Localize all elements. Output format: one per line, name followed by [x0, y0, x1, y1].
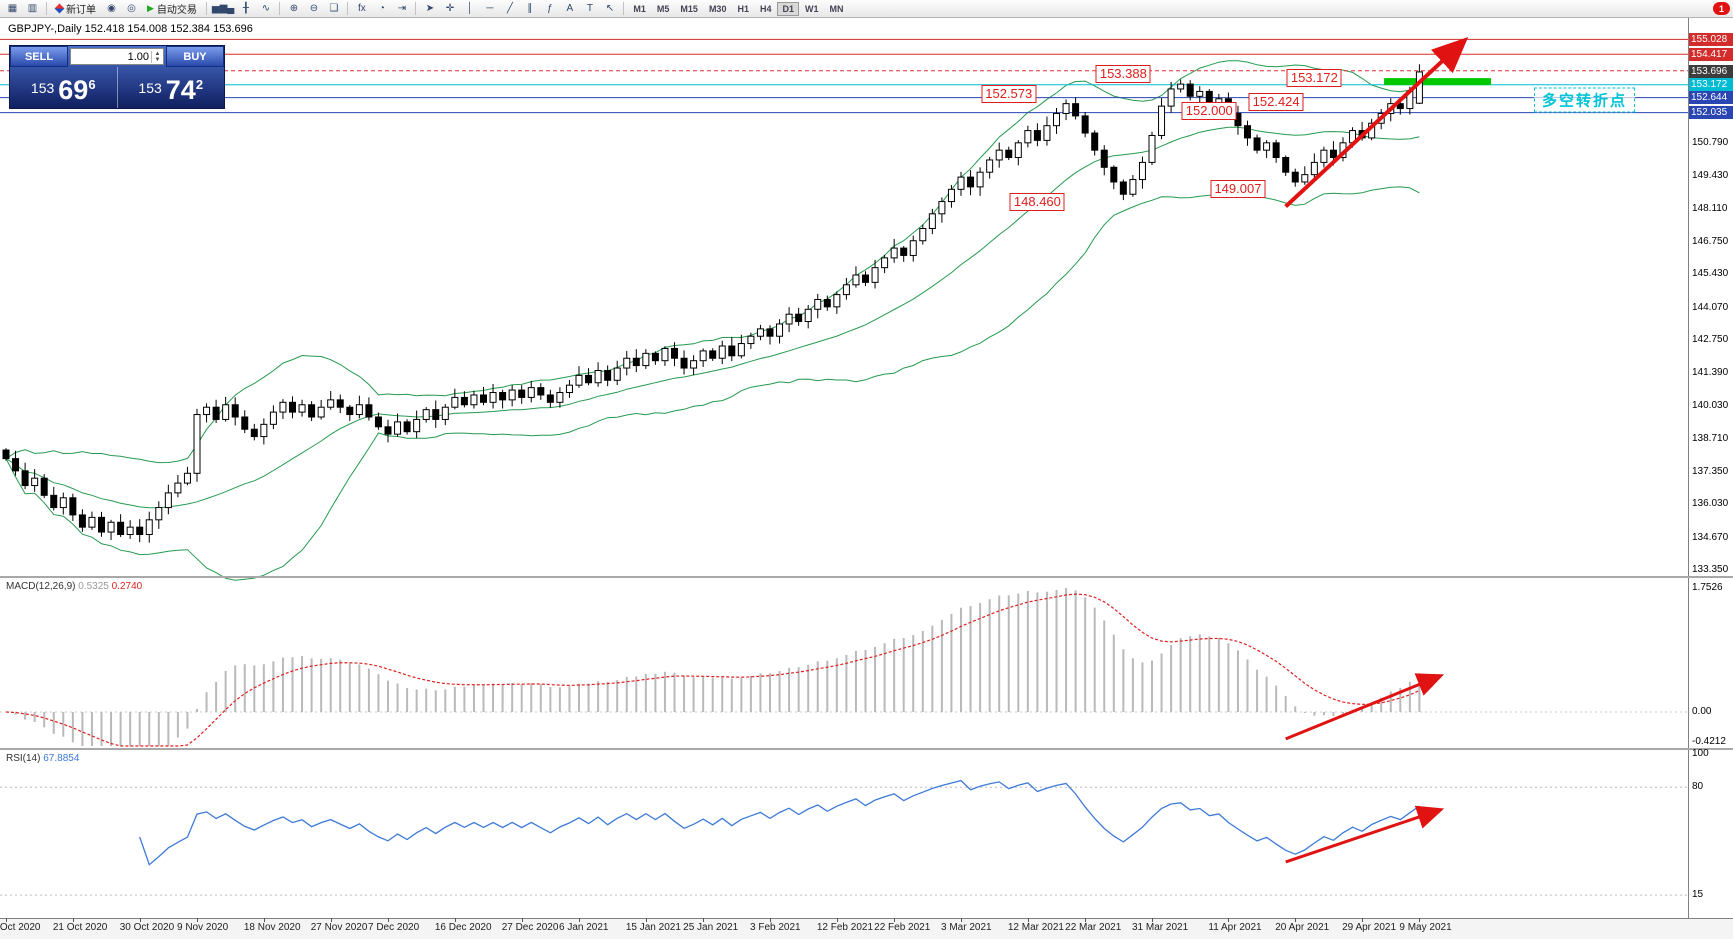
chart-title: GBPJPY-,Daily 152.418 154.008 152.384 15… [8, 23, 253, 35]
volume-value[interactable]: 1.00 [127, 50, 149, 63]
spin-up-icon[interactable]: ▲ [154, 50, 161, 57]
line-chart-icon[interactable]: ∿ [261, 3, 271, 14]
buy-price-pips: 742 [165, 75, 204, 105]
sell-price-pips: 696 [58, 75, 96, 105]
timeframe-d1[interactable]: D1 [777, 1, 799, 16]
vertical-line-icon[interactable]: │ [466, 3, 474, 14]
label-icon[interactable]: T [586, 3, 593, 14]
tile-windows-icon[interactable]: ❏ [329, 3, 339, 14]
crosshair-icon[interactable]: ✛ [445, 3, 455, 14]
new-order-button[interactable]: 新订单 [51, 1, 101, 16]
bar-chart-icon[interactable]: ▅▆▄ [211, 3, 235, 14]
alerts-icon[interactable]: ◉ [107, 3, 116, 14]
sell-button[interactable]: SELL [10, 46, 68, 67]
periods-icon[interactable]: ◔ [378, 3, 385, 14]
new-order-icon [54, 3, 65, 14]
cursor-icon[interactable]: ➤ [425, 3, 435, 14]
buy-button[interactable]: BUY [166, 46, 224, 67]
time-scale[interactable] [0, 918, 1733, 939]
candlestick-chart-icon[interactable]: ╂ [242, 3, 249, 14]
timeframe-m30[interactable]: M30 [708, 3, 727, 14]
channel-icon[interactable]: ∥ [527, 3, 533, 14]
one-click-trading-panel: SELL 1.00 ▲ ▼ BUY 153 696 153 742 [9, 45, 225, 109]
buy-price-prefix: 153 [138, 79, 162, 96]
toolbar: ▦ ▥ 新订单 ◉ ◎ ▶ 自动交易 ▅▆▄ ╂ ∿ ⊕ ⊖ ❏ fx ◔ ⇥ ➤ ✛ │ ─ ╱ ∥ ƒ A T ↖ M1 M5 M1… [0, 0, 1733, 18]
timeframe-m5[interactable]: M5 [656, 3, 670, 14]
panel-separator[interactable] [0, 748, 1733, 750]
text-icon[interactable]: A [566, 3, 574, 14]
sell-price-prefix: 153 [30, 79, 55, 96]
arrows-tool-icon[interactable]: ↖ [605, 3, 615, 14]
volume-input[interactable]: 1.00 ▲ ▼ [70, 48, 164, 65]
macd-panel[interactable] [0, 578, 1688, 748]
chart-profiles-icon[interactable]: ▥ [27, 3, 38, 14]
volume-spinner[interactable]: ▲ ▼ [151, 50, 163, 63]
autotrading-button[interactable]: ▶ 自动交易 [142, 1, 202, 16]
autotrading-play-icon: ▶ [147, 3, 154, 13]
trendline-icon[interactable]: ╱ [506, 3, 513, 14]
timeframe-h4[interactable]: H4 [759, 3, 772, 14]
price-scale[interactable] [1688, 18, 1733, 918]
sell-price[interactable]: 153 696 [10, 67, 118, 108]
timeframe-m15[interactable]: M15 [680, 3, 698, 14]
auto-scroll-icon[interactable]: ⇥ [397, 3, 407, 14]
notification-badge[interactable]: 1 [1713, 2, 1730, 15]
rsi-panel[interactable] [0, 750, 1688, 918]
zoom-in-icon[interactable]: ⊕ [289, 3, 299, 14]
fibonacci-icon[interactable]: ƒ [547, 3, 553, 14]
new-chart-icon[interactable]: ▦ [7, 3, 18, 14]
panel-separator[interactable] [0, 576, 1733, 578]
spin-down-icon[interactable]: ▼ [154, 56, 161, 63]
timeframe-mn[interactable]: MN [829, 3, 844, 14]
timeframe-w1[interactable]: W1 [805, 3, 819, 14]
indicators-icon[interactable]: fx [358, 3, 366, 14]
zoom-out-icon[interactable]: ⊖ [309, 3, 319, 14]
timeframe-m1[interactable]: M1 [633, 3, 646, 14]
horizontal-line-icon[interactable]: ─ [486, 3, 494, 14]
buy-price[interactable]: 153 742 [118, 67, 225, 108]
main-chart-panel[interactable] [0, 18, 1688, 576]
market-watch-icon[interactable]: ◎ [127, 3, 136, 14]
timeframe-h1[interactable]: H1 [737, 3, 749, 14]
